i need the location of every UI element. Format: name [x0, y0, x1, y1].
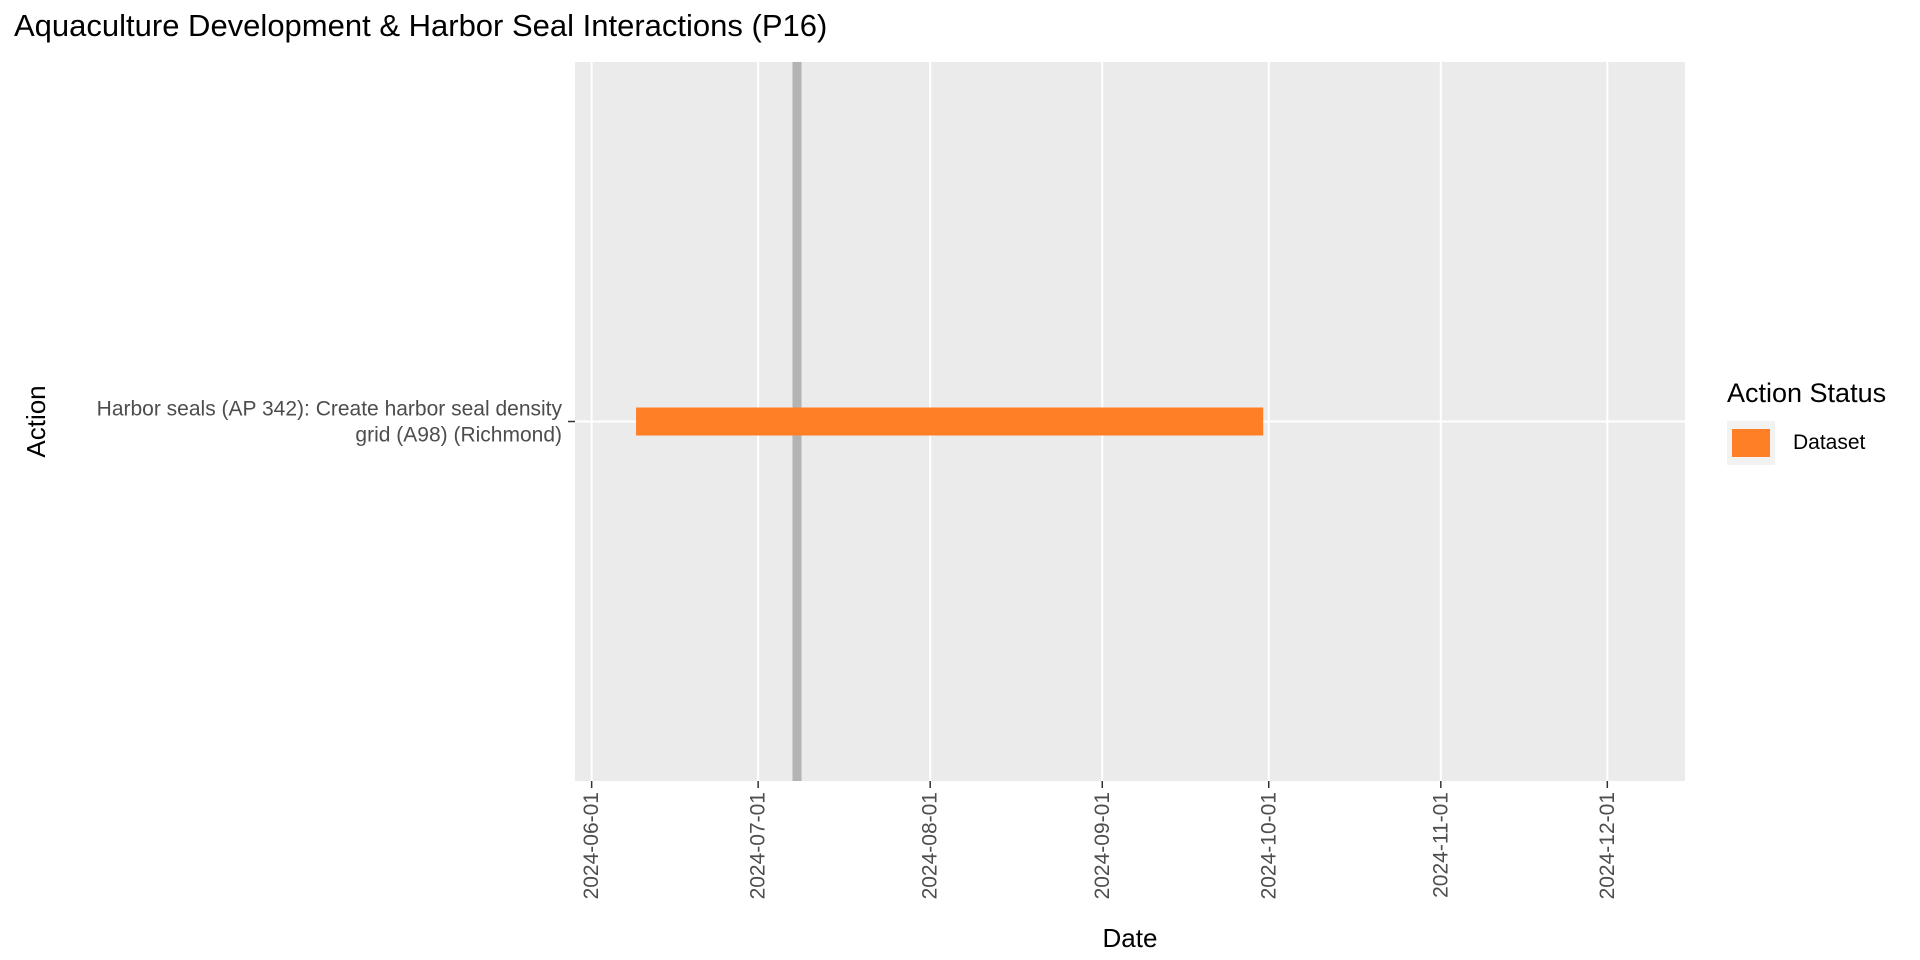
bars [636, 407, 1264, 436]
x-tick-label: 2024-11-01 [1429, 792, 1452, 898]
y-tick-label: Harbor seals (AP 342): Create harbor sea… [97, 397, 563, 446]
x-tick-label: 2024-07-01 [747, 792, 770, 899]
y-tick-label-line: grid (A98) (Richmond) [355, 423, 562, 446]
legend-label: Dataset [1793, 431, 1866, 454]
gantt-bar [636, 407, 1264, 436]
x-tick-label: 2024-09-01 [1091, 792, 1114, 899]
y-tick-label-line: Harbor seals (AP 342): Create harbor sea… [97, 397, 563, 420]
x-axis-title: Date [1103, 923, 1158, 953]
x-tick-label: 2024-12-01 [1596, 792, 1619, 899]
legend: Action Status Dataset [1727, 378, 1886, 465]
x-tick-label: 2024-06-01 [580, 792, 603, 899]
y-axis: Harbor seals (AP 342): Create harbor sea… [97, 397, 575, 446]
x-tick-label: 2024-08-01 [919, 792, 942, 899]
legend-key [1727, 421, 1775, 465]
legend-item-dataset: Dataset [1727, 421, 1886, 465]
x-axis: 2024-06-01 2024-07-01 2024-08-01 2024-09-01… [580, 781, 1619, 899]
y-axis-title: Action [21, 385, 51, 457]
x-tick-label: 2024-10-01 [1257, 792, 1280, 899]
legend-swatch [1732, 429, 1770, 457]
chart-title: Aquaculture Development & Harbor Seal In… [14, 8, 828, 43]
legend-title: Action Status [1727, 378, 1887, 408]
